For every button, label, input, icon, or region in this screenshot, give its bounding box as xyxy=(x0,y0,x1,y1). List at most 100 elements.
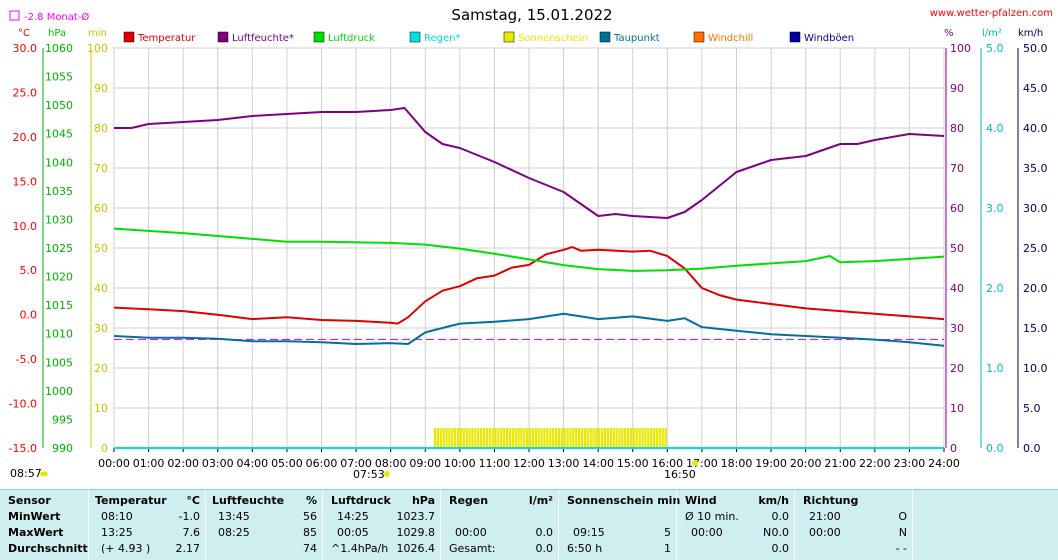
humidity-axis-tick-label: 20 xyxy=(950,362,964,375)
sunshine-bar xyxy=(503,428,506,448)
humidity-axis-tick-label: 30 xyxy=(950,322,964,335)
pressure-axis-tick-label: 1055 xyxy=(45,71,73,84)
wind-max-value: 0.0 xyxy=(771,526,790,539)
stats-header-direction: Richtung xyxy=(803,494,859,507)
sunshine-bar xyxy=(612,428,615,448)
dir-max-value: N xyxy=(898,526,907,539)
sunshine-bar xyxy=(491,428,494,448)
sunshine-bar xyxy=(494,428,497,448)
pressure-axis-tick-label: 1010 xyxy=(45,328,73,341)
website-label: www.wetter-pfalzen.com xyxy=(930,8,1053,19)
legend-swatch xyxy=(123,31,135,43)
stats-col-direction: Richtung 21:00 O 00:00 N - - xyxy=(794,490,913,560)
temp-axis-tick-label: 20.0 xyxy=(13,131,38,144)
row-label-min: MinWert xyxy=(8,510,61,523)
pressure-axis-tick-label: 1005 xyxy=(45,356,73,369)
pressure-axis-tick-label: 990 xyxy=(52,442,73,455)
temp-axis-tick-label: -5.0 xyxy=(16,353,37,366)
rain-axis-tick-label: 0.0 xyxy=(986,442,1004,455)
humidity-axis-tick-label: 90 xyxy=(950,82,964,95)
series-line-temperatur xyxy=(113,246,945,325)
sunshine-bar xyxy=(618,428,621,448)
sunshine-bar xyxy=(543,428,546,448)
pressure-axis-tick-label: 1040 xyxy=(45,156,73,169)
sunshine-bar xyxy=(563,428,566,448)
row-label-avg: Durchschnitt xyxy=(8,542,88,555)
stats-header-rain: Regen xyxy=(449,494,489,507)
pressure-axis-tick-label: 1020 xyxy=(45,271,73,284)
x-tick-label: 04:00 xyxy=(236,457,268,470)
temp-axis-tick-label: 0.0 xyxy=(20,309,38,322)
press-min-value: 1023.7 xyxy=(396,510,436,523)
stats-header-temperature-unit: °C xyxy=(186,494,200,507)
sunshine-bar xyxy=(549,428,552,448)
sunshine-bar xyxy=(580,428,584,448)
legend-label: Taupunkt xyxy=(613,33,660,44)
sun-axis-tick-label: 40 xyxy=(94,282,108,295)
stats-col-pressure: Luftdruck hPa 14:25 1023.7 00:05 1029.8 … xyxy=(322,490,441,560)
wind-axis-tick-label: 20.0 xyxy=(1023,282,1048,295)
x-tick-label: 13:00 xyxy=(548,457,580,470)
pressure-axis-tick-label: 1015 xyxy=(45,299,73,312)
x-tick-label: 07:00 xyxy=(340,457,372,470)
bottom-left-marker: 08:57 xyxy=(10,467,48,480)
temp-avg-value: 2.17 xyxy=(175,542,201,555)
sunshine-bar xyxy=(454,428,457,448)
rain-axis-tick-label: 4.0 xyxy=(986,122,1004,135)
temp-min-time: 08:10 xyxy=(101,510,133,523)
pressure-axis-tick-label: 995 xyxy=(52,413,73,426)
pressure-axis-tick-label: 1045 xyxy=(45,128,73,141)
x-tick-label: 08:00 xyxy=(375,457,407,470)
stats-col-empty xyxy=(912,490,1058,560)
series-line-taupunkt xyxy=(113,312,945,347)
sunshine-bar xyxy=(451,428,454,448)
hum-avg-value: 74 xyxy=(303,542,317,555)
press-avg-value: 1026.4 xyxy=(396,542,436,555)
dir-avg-value: - - xyxy=(895,542,907,555)
sunset-marker: 16:50 xyxy=(664,460,698,481)
temp-axis-tick-label: 30.0 xyxy=(13,42,38,55)
dir-min-value: O xyxy=(898,510,907,523)
sunshine-bar xyxy=(652,428,656,448)
press-max-time: 00:05 xyxy=(337,526,369,539)
sunshine-bar xyxy=(575,428,578,448)
rain-axis-tick-label: 3.0 xyxy=(986,202,1004,215)
x-tick-label: 16:00 xyxy=(651,457,683,470)
legend-label: Sonnenschein xyxy=(518,33,588,44)
sunshine-bar xyxy=(526,428,529,448)
temp-axis-tick-label: 15.0 xyxy=(13,175,38,188)
sunshine-bar xyxy=(537,428,540,448)
sunshine-bar xyxy=(650,428,653,448)
x-tick-label: 02:00 xyxy=(167,457,199,470)
stats-col-humidity: Luftfeuchte % 13:45 56 08:25 85 74 xyxy=(205,490,323,560)
sunshine-bar xyxy=(531,428,535,448)
sunshine-bar xyxy=(517,428,520,448)
humidity-axis-tick-label: 50 xyxy=(950,242,964,255)
temp-axis-tick-label: 5.0 xyxy=(20,264,38,277)
temp-avg-change: (+ 4.93 ) xyxy=(101,542,151,555)
x-tick-label: 12:00 xyxy=(513,457,545,470)
sunrise-marker: 07:53 xyxy=(353,468,390,481)
temp-max-value: 7.6 xyxy=(182,526,201,539)
rain-axis-tick-label: 1.0 xyxy=(986,362,1004,375)
pressure-unit: hPa xyxy=(48,28,66,39)
x-tick-label: 09:00 xyxy=(409,457,441,470)
sunshine-bar xyxy=(433,428,437,448)
sunshine-bar xyxy=(436,428,439,448)
wind-axis-tick-label: 5.0 xyxy=(1023,402,1041,415)
wind-unit: km/h xyxy=(1018,28,1043,39)
row-label-max: MaxWert xyxy=(8,526,64,539)
sunshine-bars xyxy=(433,428,667,448)
wind-avg-value: 0.0 xyxy=(771,542,790,555)
series-lines xyxy=(113,107,945,449)
sunshine-bar xyxy=(595,428,598,448)
wind-axis-tick-label: 50.0 xyxy=(1023,42,1048,55)
sunshine-bar xyxy=(583,428,586,448)
humidity-axis-tick-label: 60 xyxy=(950,202,964,215)
rain-total-value: 0.0 xyxy=(535,542,554,555)
hum-min-value: 56 xyxy=(303,510,317,523)
x-tick-label: 06:00 xyxy=(306,457,338,470)
pressure-axis-tick-label: 1030 xyxy=(45,213,73,226)
x-tick-label: 21:00 xyxy=(824,457,856,470)
statistics-table: Sensor MinWert MaxWert Durchschnitt Temp… xyxy=(0,489,1058,560)
